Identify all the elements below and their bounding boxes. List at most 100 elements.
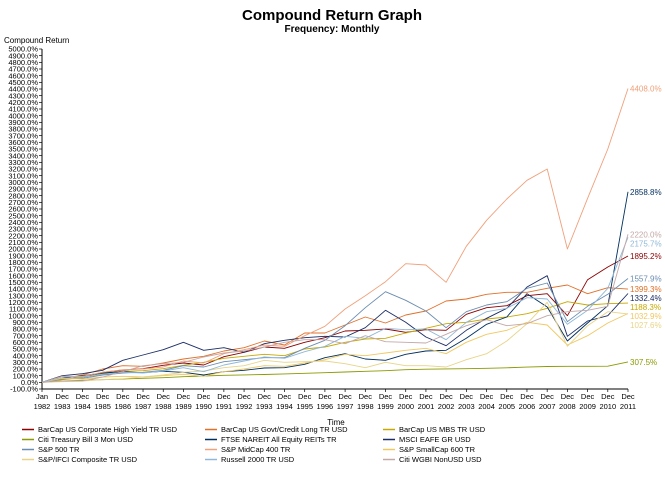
end-label-3: 307.5%: [630, 358, 657, 367]
series-line-2: [41, 301, 629, 383]
y-tick-label: 4400.0%: [8, 85, 38, 94]
chart-legend: BarCap US Corporate High Yield TR USD Bar…: [22, 425, 486, 464]
legend-label-0: BarCap US Corporate High Yield TR USD: [38, 425, 178, 434]
x-tick-label-bottom: 1999: [377, 402, 394, 411]
x-tick-label-top: Dec: [76, 392, 90, 401]
x-tick-label-bottom: 2001: [418, 402, 435, 411]
legend-label-4: FTSE NAREIT All Equity REITs TR: [221, 435, 337, 444]
x-tick-label-top: Dec: [379, 392, 393, 401]
x-tick-label-top: Dec: [500, 392, 514, 401]
x-tick-label-bottom: 1985: [94, 402, 111, 411]
y-tick-label: 4800.0%: [8, 58, 38, 67]
y-tick-label: 2300.0%: [8, 225, 38, 234]
x-tick-label-top: Dec: [338, 392, 352, 401]
x-tick-label-bottom: 2002: [438, 402, 455, 411]
y-tick-label: 2900.0%: [8, 185, 38, 194]
x-tick-label-top: Dec: [621, 392, 635, 401]
y-tick-label: 1900.0%: [8, 251, 38, 260]
x-tick-label-top: Dec: [258, 392, 272, 401]
x-tick-label-bottom: 1990: [195, 402, 212, 411]
end-label-9: 1027.6%: [630, 321, 662, 330]
series-line-5: [41, 275, 629, 383]
y-tick-label: 2200.0%: [8, 231, 38, 240]
x-tick-label-bottom: 2007: [539, 402, 556, 411]
y-tick-label: 3200.0%: [8, 165, 38, 174]
y-tick-label: 1100.0%: [9, 305, 38, 314]
legend-label-10: Russell 2000 TR USD: [221, 455, 295, 464]
series-line-9: [41, 301, 629, 383]
legend-label-6: S&P 500 TR: [38, 445, 80, 454]
y-tick-label: 1600.0%: [8, 271, 38, 280]
end-label-7: 4408.0%: [630, 84, 662, 93]
y-tick-label: 4500.0%: [8, 78, 38, 87]
y-tick-label: -100.0%: [10, 385, 38, 394]
x-tick-label-top: Dec: [460, 392, 474, 401]
x-tick-label-bottom: 2008: [559, 402, 576, 411]
x-tick-label-top: Dec: [561, 392, 575, 401]
y-tick-label: 700.0%: [13, 331, 39, 340]
series-line-1: [41, 284, 629, 383]
x-tick-label-bottom: 2010: [599, 402, 616, 411]
y-tick-label: 900.0%: [13, 318, 39, 327]
series-line-4: [41, 191, 629, 383]
y-tick-label: 300.0%: [13, 358, 39, 367]
x-tick-label-top: Dec: [298, 392, 312, 401]
end-label-0: 1895.2%: [630, 252, 662, 261]
end-label-1: 1399.3%: [630, 285, 662, 294]
x-tick-label-bottom: 1991: [216, 402, 233, 411]
y-tick-label: 2100.0%: [8, 238, 38, 247]
x-tick-label-top: Dec: [136, 392, 150, 401]
y-tick-label: 1400.0%: [8, 285, 38, 294]
x-tick-label-bottom: 1987: [135, 402, 152, 411]
x-tick-label-top: Dec: [237, 392, 251, 401]
x-tick-label-top: Dec: [520, 392, 534, 401]
y-tick-label: 1700.0%: [8, 265, 38, 274]
x-tick-label-top: Dec: [278, 392, 292, 401]
y-tick-label: 4900.0%: [8, 51, 38, 60]
x-tick-label-bottom: 1993: [256, 402, 273, 411]
y-tick-label: 3000.0%: [8, 178, 38, 187]
y-tick-label: 2000.0%: [8, 245, 38, 254]
legend-label-11: Citi WGBI NonUSD USD: [399, 455, 482, 464]
y-tick-label: 4200.0%: [8, 98, 38, 107]
x-tick-label-bottom: 2000: [397, 402, 414, 411]
x-tick-label-bottom: 1989: [175, 402, 192, 411]
x-tick-label-top: Dec: [419, 392, 433, 401]
x-tick-label-top: Dec: [318, 392, 332, 401]
x-tick-label-bottom: 1982: [34, 402, 51, 411]
x-tick-label-bottom: 2004: [478, 402, 495, 411]
x-tick-label-bottom: 1996: [317, 402, 334, 411]
y-ticks: -100.0%0.0%100.0%200.0%300.0%400.0%500.0…: [8, 45, 42, 394]
y-tick-label: 4000.0%: [8, 111, 38, 120]
y-tick-label: 0.0%: [21, 378, 38, 387]
x-tick-label-bottom: 1984: [74, 402, 91, 411]
x-tick-label-top: Dec: [581, 392, 595, 401]
y-tick-label: 3100.0%: [8, 171, 38, 180]
y-tick-label: 400.0%: [13, 351, 39, 360]
y-tick-label: 600.0%: [13, 338, 39, 347]
end-label-8: 1032.9%: [630, 312, 662, 321]
x-tick-label-bottom: 1992: [236, 402, 253, 411]
y-tick-label: 800.0%: [13, 325, 39, 334]
y-tick-label: 3900.0%: [8, 118, 38, 127]
y-tick-label: 2600.0%: [8, 205, 38, 214]
x-tick-label-bottom: 2011: [620, 402, 636, 411]
end-label-11: 2220.0%: [630, 230, 662, 239]
y-tick-label: 1000.0%: [8, 311, 38, 320]
x-tick-label-bottom: 1998: [357, 402, 374, 411]
x-tick-label-bottom: 1997: [337, 402, 354, 411]
legend-label-5: MSCI EAFE GR USD: [399, 435, 471, 444]
series-line-3: [41, 361, 629, 383]
x-axis-label: Time: [327, 418, 345, 427]
y-tick-label: 3800.0%: [8, 125, 38, 134]
x-tick-label-bottom: 2009: [579, 402, 596, 411]
legend-label-1: BarCap US Govt/Credit Long TR USD: [221, 425, 348, 434]
x-tick-label-top: Dec: [116, 392, 130, 401]
chart-title: Compound Return Graph: [242, 7, 422, 24]
end-label-5: 1332.4%: [630, 294, 662, 303]
x-tick-label-top: Dec: [177, 392, 191, 401]
y-tick-label: 1200.0%: [8, 298, 38, 307]
x-tick-label-top: Dec: [541, 392, 555, 401]
legend-label-7: S&P MidCap 400 TR: [221, 445, 291, 454]
end-label-4: 2858.8%: [630, 188, 662, 197]
